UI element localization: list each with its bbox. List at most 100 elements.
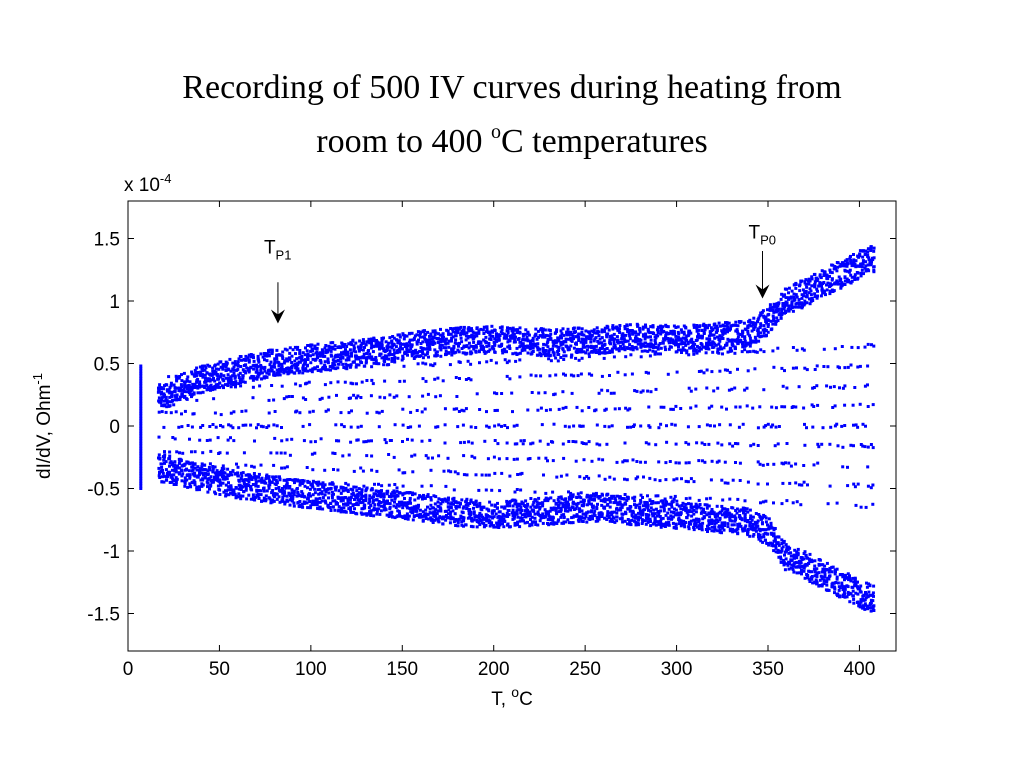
- data-point: [273, 410, 277, 413]
- data-point: [476, 342, 480, 345]
- data-point: [526, 408, 530, 412]
- data-point: [434, 495, 438, 499]
- data-point: [282, 361, 286, 365]
- data-point: [541, 504, 545, 508]
- data-point: [569, 330, 573, 334]
- data-point: [644, 513, 648, 516]
- data-point: [349, 487, 353, 491]
- data-point: [681, 336, 685, 340]
- data-point: [259, 424, 263, 428]
- data-point: [687, 527, 691, 531]
- data-point: [196, 378, 200, 381]
- data-point: [687, 353, 691, 357]
- data-point: [447, 496, 450, 500]
- data-point: [363, 512, 367, 516]
- data-point: [180, 474, 184, 478]
- data-point: [707, 442, 711, 446]
- data-point: [606, 332, 610, 336]
- data-point: [494, 335, 498, 339]
- data-point: [430, 340, 434, 344]
- data-point: [519, 439, 523, 443]
- data-point: [594, 491, 598, 495]
- data-point: [677, 513, 680, 517]
- data-point: [610, 513, 614, 517]
- data-point: [682, 332, 686, 336]
- data-point: [743, 339, 747, 343]
- data-point: [491, 334, 495, 338]
- data-point: [311, 493, 315, 497]
- data-point: [326, 368, 330, 372]
- data-point: [699, 347, 703, 351]
- data-point: [168, 481, 172, 484]
- data-point: [659, 346, 663, 350]
- data-point: [612, 494, 616, 498]
- data-point: [516, 520, 520, 524]
- data-point: [659, 324, 663, 328]
- data-point: [139, 479, 143, 483]
- data-point: [243, 380, 247, 384]
- data-point: [280, 384, 284, 388]
- data-point: [482, 348, 486, 352]
- data-point: [611, 520, 615, 523]
- data-point: [598, 443, 602, 447]
- data-point: [407, 395, 411, 399]
- data-point: [574, 514, 578, 518]
- data-point: [398, 335, 402, 339]
- data-point: [726, 330, 729, 334]
- data-point: [732, 523, 736, 527]
- data-point: [257, 479, 261, 483]
- data-point: [241, 423, 245, 427]
- data-point: [301, 371, 305, 375]
- data-point: [372, 514, 376, 518]
- data-point: [195, 486, 199, 490]
- data-point: [640, 522, 644, 525]
- data-point: [516, 352, 520, 356]
- data-point: [313, 487, 317, 491]
- data-point: [429, 468, 433, 472]
- data-point: [505, 512, 509, 515]
- data-point: [380, 489, 383, 493]
- data-point: [741, 508, 745, 512]
- data-point: [699, 506, 703, 510]
- data-point: [636, 342, 640, 346]
- data-point: [546, 338, 550, 341]
- data-point: [623, 501, 627, 505]
- data-point: [234, 495, 238, 499]
- data-point: [707, 334, 711, 338]
- data-point: [718, 423, 722, 427]
- data-point: [251, 353, 255, 357]
- data-point: [236, 367, 240, 371]
- data-point: [654, 341, 658, 345]
- data-point: [503, 358, 507, 362]
- data-point: [494, 361, 498, 365]
- data-point: [705, 513, 709, 517]
- data-point: [429, 363, 433, 367]
- data-point: [581, 424, 585, 428]
- data-point: [604, 407, 608, 411]
- data-point: [139, 392, 143, 395]
- data-point: [506, 426, 509, 430]
- data-point: [627, 332, 631, 336]
- data-point: [611, 327, 615, 331]
- data-point: [188, 482, 192, 486]
- data-point: [421, 350, 424, 354]
- data-point: [252, 375, 255, 379]
- data-point: [324, 344, 328, 347]
- data-point: [481, 328, 485, 332]
- data-point: [456, 521, 460, 524]
- data-point: [574, 356, 578, 360]
- data-point: [537, 391, 541, 395]
- data-point: [454, 524, 458, 527]
- data-point: [164, 460, 168, 464]
- data-point: [647, 442, 651, 446]
- data-point: [703, 511, 707, 515]
- data-point: [689, 522, 693, 526]
- data-point: [437, 509, 440, 513]
- data-point: [311, 409, 315, 413]
- data-point: [465, 473, 469, 477]
- data-point: [244, 363, 248, 367]
- data-point: [300, 494, 304, 498]
- data-point: [338, 496, 342, 500]
- data-point: [458, 377, 461, 380]
- data-point: [488, 519, 492, 523]
